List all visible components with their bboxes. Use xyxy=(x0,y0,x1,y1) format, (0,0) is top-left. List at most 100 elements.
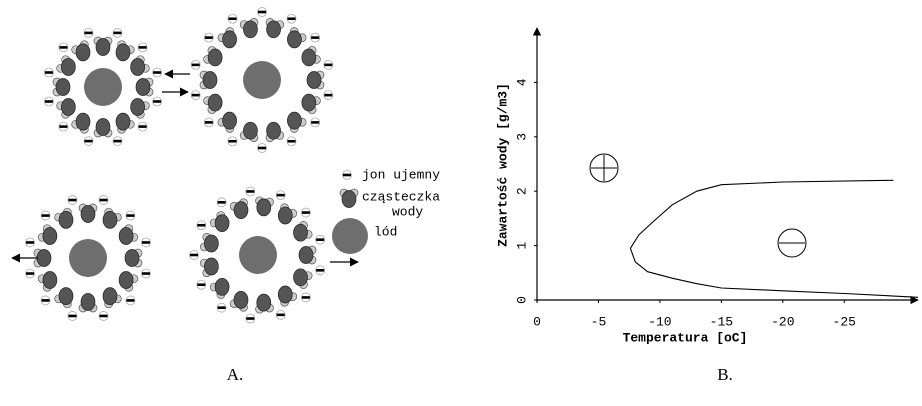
y-tick-label: 3 xyxy=(514,133,529,141)
ion-sign xyxy=(218,306,226,309)
y-tick-label: 0 xyxy=(514,296,529,304)
water-molecule xyxy=(302,49,316,66)
water-molecule xyxy=(215,278,229,295)
water-molecule xyxy=(96,119,110,136)
water-molecule xyxy=(116,44,130,61)
cluster xyxy=(191,8,333,153)
water-molecule xyxy=(294,269,308,286)
ion-sign xyxy=(142,272,150,275)
water-molecule xyxy=(61,59,75,76)
ion-sign xyxy=(258,11,266,14)
water-molecule xyxy=(59,211,73,228)
water-molecule xyxy=(278,286,292,303)
ion-sign xyxy=(126,299,134,302)
ion-sign xyxy=(302,211,310,214)
ion-sign xyxy=(153,71,161,74)
water-molecule xyxy=(76,44,90,61)
water-molecule xyxy=(257,199,271,216)
ion-sign xyxy=(302,296,310,299)
ion-sign xyxy=(197,283,205,286)
ion-sign xyxy=(316,238,324,241)
ion-sign xyxy=(142,241,150,244)
water-molecule xyxy=(215,215,229,232)
ion-sign xyxy=(26,241,34,244)
ion-sign xyxy=(26,272,34,275)
water-molecule xyxy=(234,202,248,219)
water-molecule xyxy=(131,99,145,116)
y-tick-label: 4 xyxy=(514,78,529,86)
water-molecule xyxy=(116,113,130,130)
water-molecule xyxy=(103,288,117,305)
x-tick-label: -5 xyxy=(591,314,607,329)
water-molecule xyxy=(125,250,139,267)
water-molecule xyxy=(204,235,218,252)
water-molecule xyxy=(278,207,292,224)
cluster xyxy=(26,196,151,321)
panel-label: A. xyxy=(227,365,244,384)
water-molecule xyxy=(208,94,222,111)
ion-sign xyxy=(113,32,121,35)
water-molecule xyxy=(59,288,73,305)
ice xyxy=(239,236,277,274)
ion-sign xyxy=(311,36,319,39)
water-molecule xyxy=(119,228,133,245)
water-molecule xyxy=(96,39,110,56)
ion-sign xyxy=(311,121,319,124)
panel-label: B. xyxy=(717,365,733,384)
water-molecule xyxy=(234,291,248,308)
water-molecule xyxy=(257,294,271,311)
water-molecule xyxy=(136,79,150,96)
ion-sign xyxy=(218,201,226,204)
water-molecule xyxy=(307,72,321,89)
water-molecule xyxy=(299,247,313,264)
y-tick-label: 2 xyxy=(514,187,529,195)
water-molecule xyxy=(267,122,281,139)
x-tick-label: -10 xyxy=(648,314,671,329)
ion-sign xyxy=(42,214,50,217)
water-molecule xyxy=(267,21,281,38)
figure: jon ujemnycząsteczkawodylód 012340-5-10-… xyxy=(0,0,922,406)
cluster xyxy=(190,187,325,323)
legend-label: lód xyxy=(374,224,397,239)
water-molecule xyxy=(294,224,308,241)
water-molecule xyxy=(223,112,237,129)
water-molecule xyxy=(131,59,145,76)
ice xyxy=(243,61,281,99)
ion-sign xyxy=(324,64,332,67)
ion-sign xyxy=(246,317,254,320)
water-molecule xyxy=(103,211,117,228)
water-molecule xyxy=(204,258,218,275)
water-molecule xyxy=(56,79,70,96)
curve xyxy=(630,180,918,297)
ion-sign xyxy=(100,315,108,318)
water-molecule xyxy=(81,294,95,311)
water-molecule xyxy=(223,31,237,48)
ion-sign xyxy=(139,46,147,49)
water-molecule xyxy=(243,21,257,38)
ion-sign xyxy=(228,17,236,20)
ion-sign xyxy=(197,224,205,227)
ion-sign xyxy=(68,199,76,202)
ion-sign xyxy=(343,174,351,177)
ion-sign xyxy=(192,64,200,67)
y-axis-label: Zawartość wody [g/m3] xyxy=(495,83,510,247)
ion-sign xyxy=(113,140,121,143)
ion-sign xyxy=(205,121,213,124)
ion-sign xyxy=(100,199,108,202)
water-molecule xyxy=(342,191,356,208)
x-axis-label: Temperatura [oC] xyxy=(623,330,748,345)
water-molecule xyxy=(243,122,257,139)
legend-label: jon ujemny xyxy=(362,167,440,182)
water-molecule xyxy=(203,72,217,89)
x-tick-label: 0 xyxy=(533,314,541,329)
x-tick-label: -25 xyxy=(833,314,856,329)
ion-sign xyxy=(316,269,324,272)
ion-sign xyxy=(45,100,53,103)
cluster xyxy=(44,28,161,145)
water-molecule xyxy=(287,112,301,129)
water-molecule xyxy=(119,272,133,289)
ice xyxy=(69,239,107,277)
ion-sign xyxy=(288,140,296,143)
ion-sign xyxy=(153,100,161,103)
